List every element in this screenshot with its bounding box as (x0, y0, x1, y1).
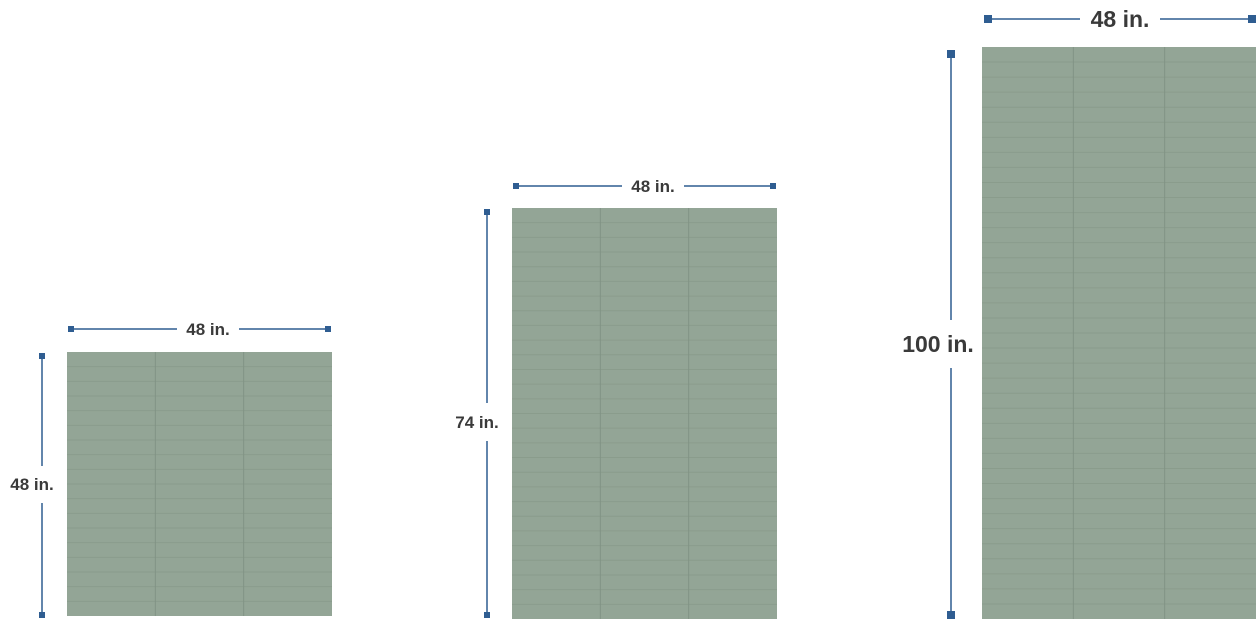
height-dimension-endpoint-large-bottom (947, 611, 955, 619)
width-dimension-endpoint-small-left (68, 326, 74, 332)
width-dimension-endpoint-large-right (1248, 15, 1256, 23)
panel-group-small: 48 in. 48 in. (10, 320, 332, 618)
width-dimension-endpoint-medium-right (770, 183, 776, 189)
panel-group-medium: 48 in. 74 in. (455, 177, 777, 619)
height-label-large: 100 in. (902, 331, 974, 357)
panel-large-grid (982, 47, 1256, 619)
width-dimension-endpoint-medium-left (513, 183, 519, 189)
height-label-medium: 74 in. (455, 413, 498, 432)
height-dimension-endpoint-small-top (39, 353, 45, 359)
height-dimension-endpoint-small-bottom (39, 612, 45, 618)
height-label-small: 48 in. (10, 475, 53, 494)
width-label-small: 48 in. (186, 320, 229, 339)
height-dimension-endpoint-large-top (947, 50, 955, 58)
width-dimension-endpoint-small-right (325, 326, 331, 332)
panel-medium-grid (512, 208, 777, 619)
width-label-medium: 48 in. (631, 177, 674, 196)
panel-small-grid (67, 352, 332, 616)
width-dimension-endpoint-large-left (984, 15, 992, 23)
height-dimension-endpoint-medium-bottom (484, 612, 490, 618)
width-label-large: 48 in. (1091, 6, 1150, 32)
panel-group-large: 48 in. 100 in. (902, 6, 1256, 619)
height-dimension-endpoint-medium-top (484, 209, 490, 215)
